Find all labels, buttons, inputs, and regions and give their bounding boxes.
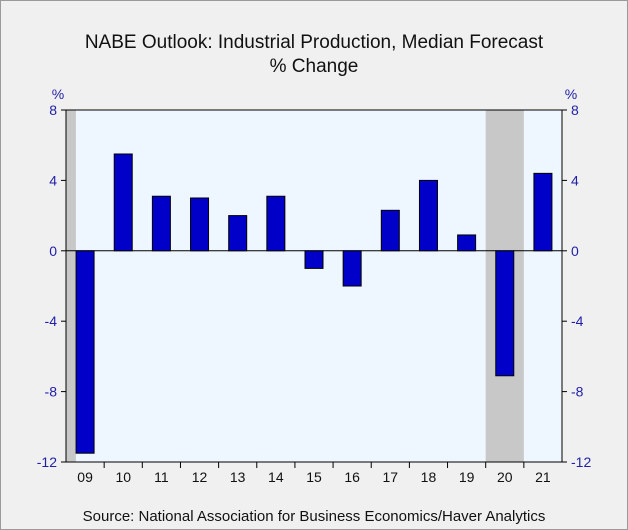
bar-12 <box>190 197 210 252</box>
bar-11 <box>151 195 171 252</box>
x-tick-label-11: 11 <box>154 469 169 485</box>
x-tick-label-17: 17 <box>383 469 399 485</box>
y-tick-label-left: -8 <box>45 384 58 400</box>
y-tick-label-right: -4 <box>571 313 584 329</box>
x-tick-label-20: 20 <box>497 469 513 485</box>
x-tick-label-16: 16 <box>344 469 360 485</box>
x-tick-label-09: 09 <box>77 469 93 485</box>
y-tick-label-right: 0 <box>571 243 579 259</box>
y-axis-label-right: % <box>565 86 577 102</box>
chart-subtitle: % Change <box>269 56 359 77</box>
x-tick-label-18: 18 <box>421 469 437 485</box>
y-tick-label-right: 8 <box>571 102 579 118</box>
x-tick-label-10: 10 <box>115 469 131 485</box>
y-tick-label-left: -12 <box>37 454 57 470</box>
y-tick-label-left: 0 <box>49 243 57 259</box>
chart-title: NABE Outlook: Industrial Production, Med… <box>84 32 544 53</box>
y-tick-label-right: 4 <box>571 172 579 188</box>
bar-13 <box>228 215 248 252</box>
x-tick-label-15: 15 <box>306 469 322 485</box>
y-tick-label-right: -8 <box>571 384 584 400</box>
x-tick-label-14: 14 <box>268 469 284 485</box>
x-tick-label-12: 12 <box>192 469 208 485</box>
bar-16 <box>342 250 362 287</box>
plot-border <box>65 109 563 463</box>
y-tick-label-left: -4 <box>45 313 58 329</box>
bar-18 <box>418 179 438 252</box>
bar-20 <box>495 250 515 377</box>
recession-shade-09 <box>66 110 76 462</box>
bar-17 <box>380 209 400 252</box>
x-tick-label-13: 13 <box>230 469 246 485</box>
plot-area <box>66 110 562 462</box>
bar-14 <box>266 195 286 252</box>
source-note: Source: National Association for Busines… <box>82 508 546 525</box>
y-axis-label-left: % <box>52 86 64 102</box>
bar-19 <box>457 234 477 252</box>
bar-09 <box>75 250 95 454</box>
bar-10 <box>113 153 133 252</box>
bar-15 <box>304 250 324 269</box>
x-tick-label-19: 19 <box>459 469 475 485</box>
y-tick-label-right: -12 <box>571 454 591 470</box>
y-tick-label-left: 4 <box>49 172 57 188</box>
bar-21 <box>533 172 553 252</box>
y-tick-label-left: 8 <box>49 102 57 118</box>
x-tick-label-21: 21 <box>535 469 551 485</box>
